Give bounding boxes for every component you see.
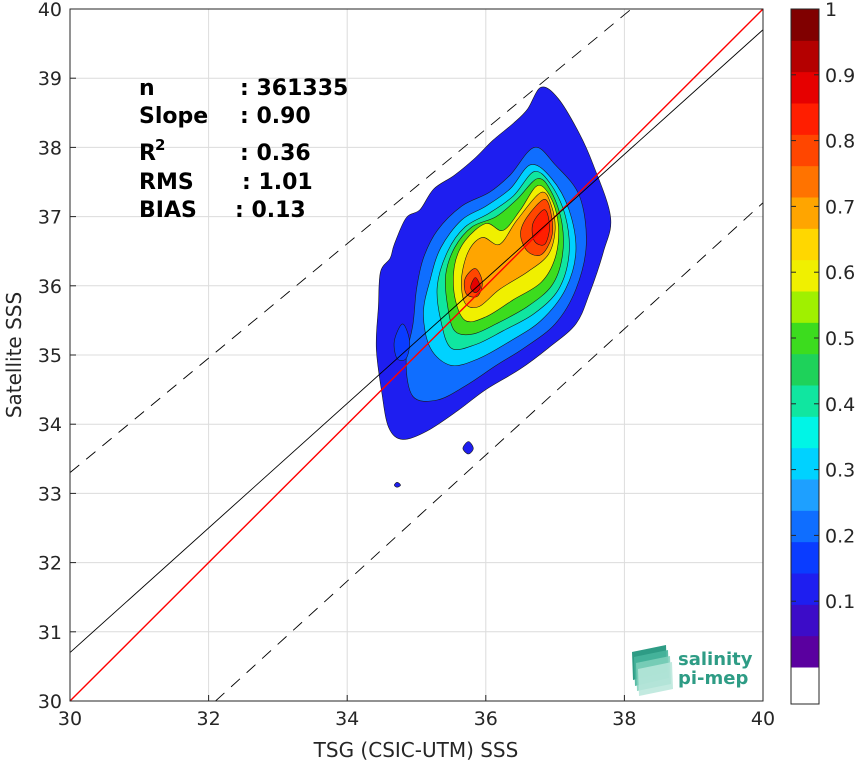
colorbar-segment [791, 71, 819, 104]
x-tick-label: 32 [197, 708, 221, 730]
stat-n-value: : 361335 [240, 76, 348, 101]
y-tick-label: 38 [38, 137, 62, 159]
stat-n-label: n [139, 76, 155, 101]
colorbar-tick-label: 0.5 [825, 328, 855, 350]
y-tick-label: 39 [38, 68, 62, 90]
colorbar-tick-label: 0.2 [825, 525, 855, 547]
colorbar-segment [791, 40, 819, 73]
colorbar-segment [791, 573, 819, 605]
one-to-one-line [70, 9, 763, 701]
x-axis-ticks: 30 32 34 36 38 40 [58, 695, 775, 730]
colorbar-segment [791, 291, 819, 323]
y-tick-label: 33 [38, 483, 62, 505]
stat-r2-value: : 0.36 [240, 141, 311, 166]
x-tick-label: 34 [335, 708, 359, 730]
regression-line [70, 29, 763, 653]
logo-line2: pi-mep [678, 668, 748, 689]
y-tick-label: 36 [38, 276, 62, 298]
y-axis-ticks: 30 31 32 33 34 35 36 37 38 39 40 [38, 0, 76, 713]
colorbar-tick-label: 0.1 [825, 591, 855, 613]
y-tick-label: 35 [38, 345, 62, 367]
colorbar-tick-label: 0.4 [825, 394, 855, 416]
y-tick-label: 32 [38, 553, 62, 575]
salinity-pimep-logo: salinity pi-mep [632, 645, 753, 696]
colorbar-segment [791, 134, 819, 167]
colorbar [791, 9, 819, 704]
density-contour [531, 209, 550, 246]
lower-bound-line [215, 202, 763, 701]
colorbar-segment [791, 197, 819, 229]
stat-slope-value: : 0.90 [240, 104, 311, 129]
y-tick-label: 37 [38, 207, 62, 229]
colorbar-tick-label: 0.6 [825, 262, 855, 284]
y-tick-label: 40 [38, 0, 62, 21]
colorbar-segment [791, 479, 819, 511]
colorbar-segment [791, 165, 819, 198]
x-tick-label: 38 [612, 708, 636, 730]
x-tick-label: 30 [58, 708, 82, 730]
y-tick-label: 34 [38, 414, 62, 436]
colorbar-tick-label: 0.9 [825, 65, 855, 87]
upper-bound-line [70, 9, 632, 473]
colorbar-tick-label: 0.3 [825, 460, 855, 482]
stat-rms-label: RMS [139, 170, 194, 195]
stat-r2-label: R [139, 141, 156, 166]
colorbar-frame [790, 8, 820, 705]
colorbar-tick-label: 1 [825, 0, 837, 21]
x-axis-label: TSG (CSIC-UTM) SSS [313, 738, 519, 762]
colorbar-segment [791, 510, 819, 543]
colorbar-segment [791, 416, 819, 449]
logo-waves-icon [632, 645, 673, 696]
stat-r2-sup: 2 [155, 136, 165, 154]
colorbar-segment [791, 353, 819, 386]
colorbar-segment [791, 103, 819, 135]
logo-line1: salinity [678, 649, 753, 670]
density-contours [375, 86, 612, 488]
x-tick-label: 40 [751, 708, 775, 730]
stat-slope-label: Slope [139, 104, 208, 129]
colorbar-tick-label: 0.8 [825, 131, 855, 153]
colorbar-segment [791, 604, 819, 637]
y-tick-label: 31 [38, 622, 62, 644]
colorbar-below-range [791, 667, 819, 704]
reference-lines [70, 9, 763, 701]
y-axis-label: Satellite SSS [2, 292, 26, 418]
stat-bias-label: BIAS [139, 198, 197, 223]
colorbar-segment [791, 635, 819, 668]
stats-box: n : 361335 Slope : 0.90 R 2 : 0.36 RMS :… [139, 76, 348, 223]
colorbar-tick-label: 0.7 [825, 196, 855, 218]
colorbar-segment [791, 541, 819, 574]
colorbar-segment [791, 259, 819, 292]
density-contour [393, 323, 410, 361]
y-tick-label: 30 [38, 691, 62, 713]
colorbar-segment [791, 9, 819, 41]
density-contour [393, 481, 401, 488]
density-contour [462, 441, 474, 455]
colorbar-segment [791, 447, 819, 480]
colorbar-ticks: 0.1 0.2 0.3 0.4 0.5 0.6 0.7 0.8 0.9 1 [791, 0, 855, 613]
colorbar-segment [791, 385, 819, 417]
stat-rms-value: : 1.01 [242, 170, 313, 195]
x-tick-label: 36 [474, 708, 498, 730]
colorbar-segment [791, 228, 819, 261]
stat-bias-value: : 0.13 [235, 198, 306, 223]
